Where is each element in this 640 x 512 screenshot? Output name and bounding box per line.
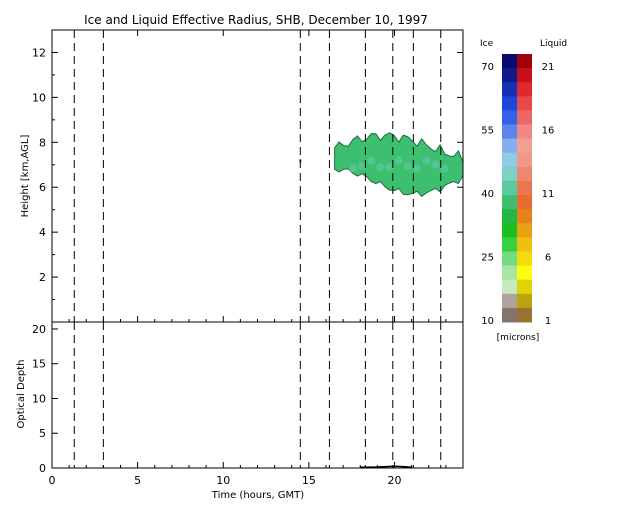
colorbar-ice-label: Ice xyxy=(480,39,494,49)
colorbar-ice-cell xyxy=(502,54,517,69)
colorbar-ice-tick: 70 xyxy=(481,62,494,73)
colorbar-ice-cell xyxy=(502,293,517,309)
colorbar-liquid-cell xyxy=(517,265,532,281)
colorbar-unit-label: [microns] xyxy=(497,333,540,343)
colorbar-ice-cell xyxy=(502,68,517,83)
cloud-texture-blob xyxy=(376,163,385,172)
colorbar-ice-tick: 55 xyxy=(481,126,494,137)
colorbar-ice-strip xyxy=(502,54,517,323)
top-y-tick-label: 2 xyxy=(39,271,46,284)
colorbar-liquid-cell xyxy=(517,152,532,168)
bottom-plot-frame xyxy=(51,321,464,469)
colorbar-ice-cell xyxy=(502,195,517,210)
top-dashed-lines xyxy=(73,30,442,322)
cloud-texture-blob xyxy=(348,164,357,173)
colorbar-ice-cell xyxy=(502,96,517,111)
cloud-layer xyxy=(299,132,464,198)
colorbar-ice-cell xyxy=(502,307,517,323)
top-y-tick-label: 10 xyxy=(32,91,46,104)
colorbar-liquid-cell xyxy=(517,279,532,295)
chart-title: Ice and Liquid Effective Radius, SHB, De… xyxy=(84,13,428,27)
colorbar-liquid-tick: 16 xyxy=(542,126,555,137)
bottom-y-tick-label: 0 xyxy=(39,462,46,475)
colorbar-liquid-tick: 21 xyxy=(542,62,555,73)
colorbar-ice-cell xyxy=(502,251,517,267)
cloud-texture-blob xyxy=(431,160,440,169)
cloud-texture-blob xyxy=(358,162,367,170)
colorbar-liquid-cell xyxy=(517,124,532,140)
bottom-y-tick-label: 15 xyxy=(32,358,46,371)
colorbar-liquid-strip xyxy=(517,54,532,323)
colorbar-liquid-cell xyxy=(517,209,532,224)
cloud-texture-blob xyxy=(367,156,376,165)
colorbar-liquid-tick: 1 xyxy=(545,316,551,327)
bottom-ylabel: Optical Depth xyxy=(16,360,27,429)
radius-panel: 2 4 6 8 10 12 Height [km,AGL] xyxy=(20,29,464,323)
cloud-texture-blob xyxy=(404,162,412,171)
colorbar-liquid-cell xyxy=(517,138,532,154)
bottom-y-tick-label: 5 xyxy=(39,427,46,440)
cloud-texture-blob xyxy=(413,164,422,173)
top-ylabel: Height [km,AGL] xyxy=(20,135,31,218)
colorbar-liquid-tick: 11 xyxy=(542,189,555,200)
colorbar-ice-cell xyxy=(502,180,517,196)
colorbar-liquid-cell xyxy=(517,293,532,309)
colorbar-ice-tick: 40 xyxy=(481,189,494,200)
bottom-x-tick-label: 0 xyxy=(49,474,56,487)
bottom-x-tick-label: 15 xyxy=(302,474,316,487)
colorbar-liquid-cell xyxy=(517,237,532,252)
colorbar-ice-cell xyxy=(502,152,517,168)
colorbar-ice-tick: 10 xyxy=(481,316,494,327)
cloud-texture-blob xyxy=(394,156,403,165)
colorbar-ice-cell xyxy=(502,166,517,182)
cloud-texture-blob xyxy=(440,164,449,173)
colorbar-ice-tick: 25 xyxy=(481,253,494,264)
colorbar-ice-cell xyxy=(502,124,517,140)
colorbar-ice-cell xyxy=(502,110,517,126)
colorbar: Ice Liquid 70 55 40 25 10 21 16 11 6 1 [microns] xyxy=(480,39,567,343)
colorbar-liquid-cell xyxy=(517,68,532,83)
xlabel: Time (hours, GMT) xyxy=(211,490,305,501)
top-y-tick-label: 6 xyxy=(39,181,46,194)
top-y-tick-label: 12 xyxy=(32,46,46,59)
colorbar-ice-cell xyxy=(502,138,517,154)
bottom-y-tick-label: 20 xyxy=(32,323,46,336)
colorbar-ice-cell xyxy=(502,237,517,252)
colorbar-liquid-cell xyxy=(517,166,532,182)
top-axis-ticks: 2 4 6 8 10 12 xyxy=(32,30,464,322)
colorbar-liquid-label: Liquid xyxy=(540,39,567,49)
cloud-texture-blob xyxy=(422,156,431,165)
optical-depth-panel: 0 5 10 15 20 0 5 10 15 20 Optical Depth Time (hou… xyxy=(16,321,464,501)
colorbar-liquid-cell xyxy=(517,307,532,323)
colorbar-liquid-cell xyxy=(517,180,532,196)
top-y-tick-label: 4 xyxy=(39,226,46,239)
colorbar-liquid-cell xyxy=(517,82,532,97)
colorbar-liquid-tick: 6 xyxy=(545,253,551,264)
colorbar-liquid-cell xyxy=(517,96,532,111)
colorbar-liquid-cell xyxy=(517,110,532,126)
bottom-x-tick-label: 10 xyxy=(216,474,230,487)
colorbar-ice-cell xyxy=(502,82,517,97)
cloud-texture-blob xyxy=(385,163,394,172)
bottom-dashed-lines xyxy=(73,322,442,468)
colorbar-ice-cell xyxy=(502,223,517,238)
colorbar-liquid-cell xyxy=(517,251,532,267)
colorbar-liquid-cell xyxy=(517,223,532,238)
colorbar-liquid-cell xyxy=(517,54,532,69)
top-y-tick-label: 8 xyxy=(39,136,46,149)
colorbar-ice-cell xyxy=(502,209,517,224)
bottom-x-tick-label: 5 xyxy=(134,474,141,487)
bottom-axis-ticks: 0 5 10 15 20 0 5 10 15 20 xyxy=(32,323,447,487)
bottom-y-tick-label: 10 xyxy=(32,392,46,405)
colorbar-ice-cell xyxy=(502,279,517,295)
bottom-x-tick-label: 20 xyxy=(388,474,402,487)
colorbar-tick-labels: 70 55 40 25 10 21 16 11 6 1 xyxy=(481,62,554,327)
colorbar-liquid-cell xyxy=(517,195,532,210)
colorbar-ice-cell xyxy=(502,265,517,281)
optical-depth-line xyxy=(360,465,412,469)
